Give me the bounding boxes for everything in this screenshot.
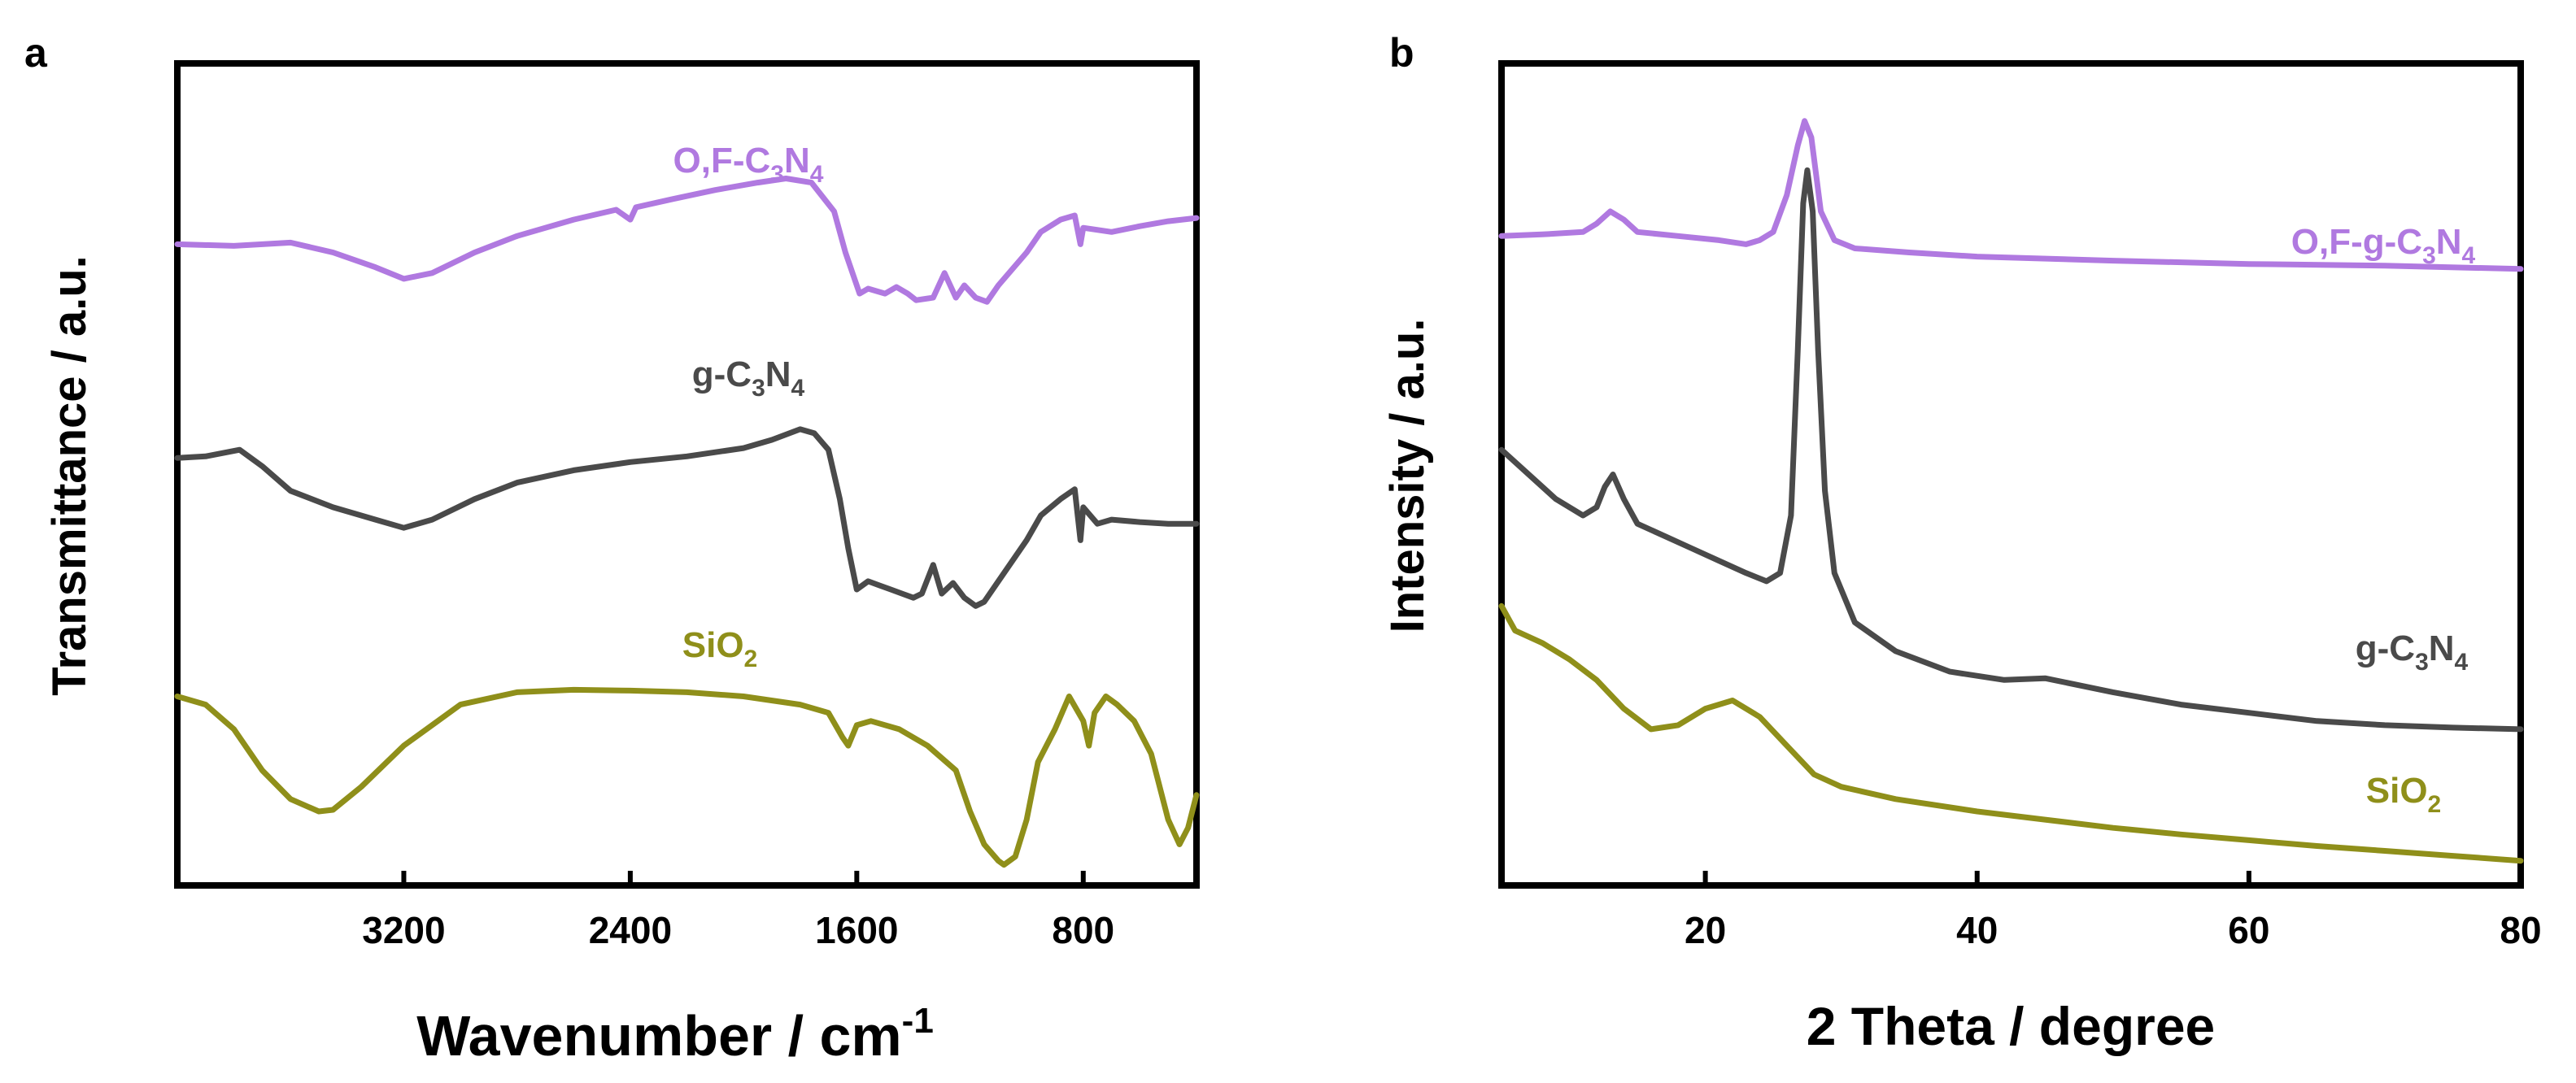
panel-b-series-label-sio2: SiO2: [2366, 771, 2441, 818]
panel-a-label: a: [24, 30, 48, 76]
panel-b-x-tick-label-60: 60: [2228, 909, 2269, 951]
panel-b-x-tick-label-80: 80: [2500, 909, 2541, 951]
panel-b-series-group: O,F-g-C3N4 g-C3N4 SiO2: [1498, 118, 2524, 864]
panel-b-label: b: [1389, 30, 1414, 76]
panel-a-y-axis-label: Transmittance / a.u.: [43, 255, 96, 696]
panel-b-x-ticks: 20 40 60 80: [1685, 871, 2542, 951]
panel-b-series-label-o-f-g-c3n4: O,F-g-C3N4: [2291, 222, 2476, 269]
panel-b-series-line-sio2: [1498, 602, 2524, 864]
panel-a-ftir-chart: a 3200 2400 1600 800 O,F-C3N4 g-C3N4 SiO2 Tra…: [24, 30, 1200, 1068]
panel-a-x-axis-label: Wavenumber / cm-1: [416, 1001, 934, 1068]
panel-a-series-label-sio2: SiO2: [682, 625, 757, 672]
panel-b-plot-frame: [1498, 60, 2524, 889]
panel-a-x-tick-label-800: 800: [1052, 909, 1114, 951]
panel-b-x-tick-label-20: 20: [1685, 909, 1726, 951]
panel-b-x-tick-label-40: 40: [1956, 909, 1998, 951]
panel-a-series-label-g-c3n4: g-C3N4: [692, 354, 805, 402]
panel-a-x-tick-label-1600: 1600: [815, 909, 898, 951]
panel-b-series-line-o-f-g-c3n4: [1498, 118, 2524, 272]
panel-b-xrd-chart: b 20 40 60 80 O,F-g-C3N4 g-C3N4 SiO2 Intensit…: [1381, 30, 2542, 1056]
panel-a-x-ticks: 3200 2400 1600 800: [362, 871, 1114, 951]
panel-a-series-line-o-f-c3n4: [174, 176, 1200, 305]
panel-a-x-tick-label-2400: 2400: [589, 909, 672, 951]
panel-a-plot-frame: [174, 60, 1200, 889]
panel-a-series-group: O,F-C3N4 g-C3N4 SiO2: [174, 141, 1200, 868]
panel-b-series-label-g-c3n4: g-C3N4: [2356, 628, 2469, 676]
panel-b-y-axis-label: Intensity / a.u.: [1381, 319, 1434, 633]
panel-b-series-line-g-c3n4: [1498, 167, 2524, 733]
panel-a-series-label-o-f-c3n4: O,F-C3N4: [673, 141, 824, 188]
panel-a-series-line-g-c3n4: [174, 426, 1200, 609]
panel-a-series-line-sio2: [174, 686, 1200, 868]
panel-a-x-tick-label-3200: 3200: [362, 909, 445, 951]
panel-b-x-axis-label: 2 Theta / degree: [1807, 996, 2216, 1056]
